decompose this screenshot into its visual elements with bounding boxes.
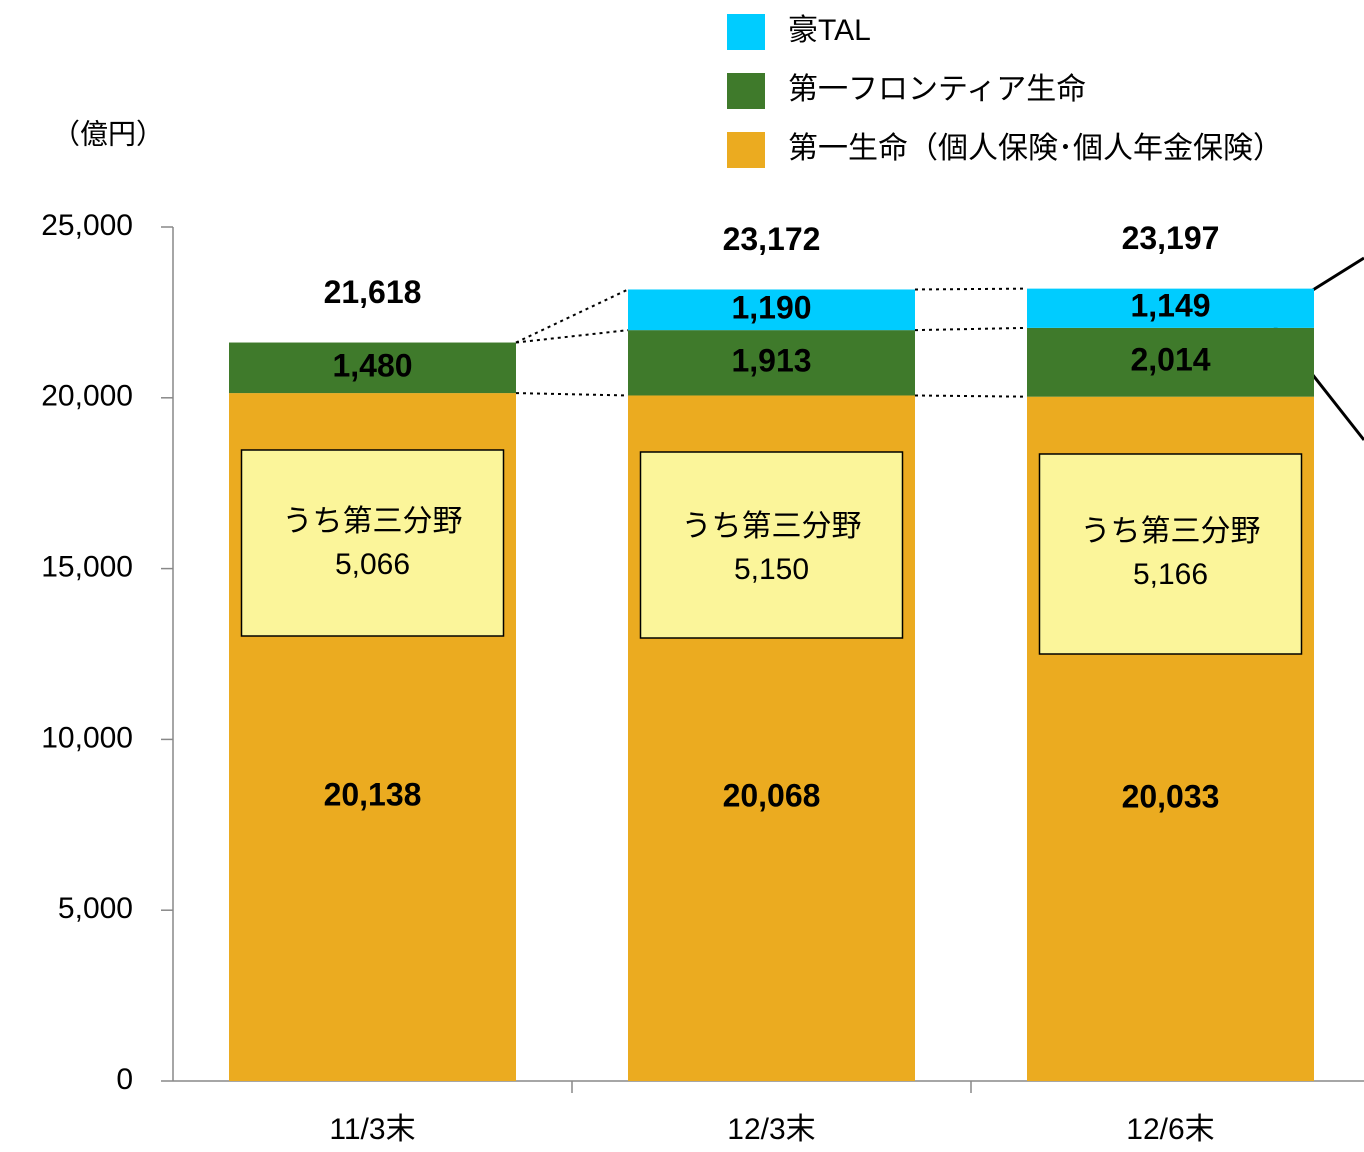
x-tick-label: 12/3末 xyxy=(727,1113,815,1146)
y-tick-label: 5,000 xyxy=(58,892,133,925)
legend-swatch xyxy=(727,132,765,168)
legend-swatch xyxy=(727,73,765,109)
value-label: 1,149 xyxy=(1130,288,1210,324)
bar-segment xyxy=(628,330,915,396)
y-tick-label: 25,000 xyxy=(41,209,133,242)
connector xyxy=(914,326,1028,332)
value-label: 1,480 xyxy=(332,347,412,383)
subset-value: 5,066 xyxy=(335,548,410,581)
subset-box xyxy=(1038,453,1303,655)
connector xyxy=(515,392,629,397)
connector xyxy=(515,329,629,344)
bar-segment xyxy=(229,342,516,394)
subset-value: 5,150 xyxy=(734,553,809,586)
subset-label: うち第三分野 xyxy=(283,505,463,538)
legend-label: 第一生命（個人保険･個人年金保険） xyxy=(788,132,1283,165)
subset-label: うち第三分野 xyxy=(1081,515,1261,548)
legend-swatch xyxy=(727,14,765,50)
bar-segment xyxy=(1027,288,1314,328)
legend-label: 豪TAL xyxy=(788,14,871,47)
bar-segment xyxy=(1027,327,1314,397)
value-label: 20,033 xyxy=(1122,778,1220,814)
bar-segment xyxy=(628,289,915,331)
y-tick-label: 20,000 xyxy=(41,380,133,413)
subset-box xyxy=(639,451,904,639)
y-tick-label: 15,000 xyxy=(41,551,133,584)
value-label: 2,014 xyxy=(1130,342,1210,378)
x-tick-label: 11/3末 xyxy=(329,1113,415,1146)
value-label: 20,138 xyxy=(324,776,422,812)
value-label: 1,190 xyxy=(731,289,811,325)
value-label: 20,068 xyxy=(723,778,821,814)
subset-box xyxy=(240,449,505,637)
total-label: 21,618 xyxy=(324,274,422,310)
y-tick-label: 0 xyxy=(116,1063,133,1096)
connector xyxy=(515,288,629,344)
subset-value: 5,166 xyxy=(1133,558,1208,591)
legend-label: 第一フロンティア生命 xyxy=(788,73,1086,106)
connector xyxy=(914,394,1028,398)
connector xyxy=(914,287,1028,291)
value-label: 1,913 xyxy=(731,342,811,378)
total-label: 23,172 xyxy=(723,221,821,257)
x-tick-label: 12/6末 xyxy=(1126,1113,1214,1146)
subset-label: うち第三分野 xyxy=(682,510,862,543)
y-tick-label: 10,000 xyxy=(41,721,133,754)
unit-label: （億円） xyxy=(52,118,164,149)
total-label: 23,197 xyxy=(1122,220,1220,256)
